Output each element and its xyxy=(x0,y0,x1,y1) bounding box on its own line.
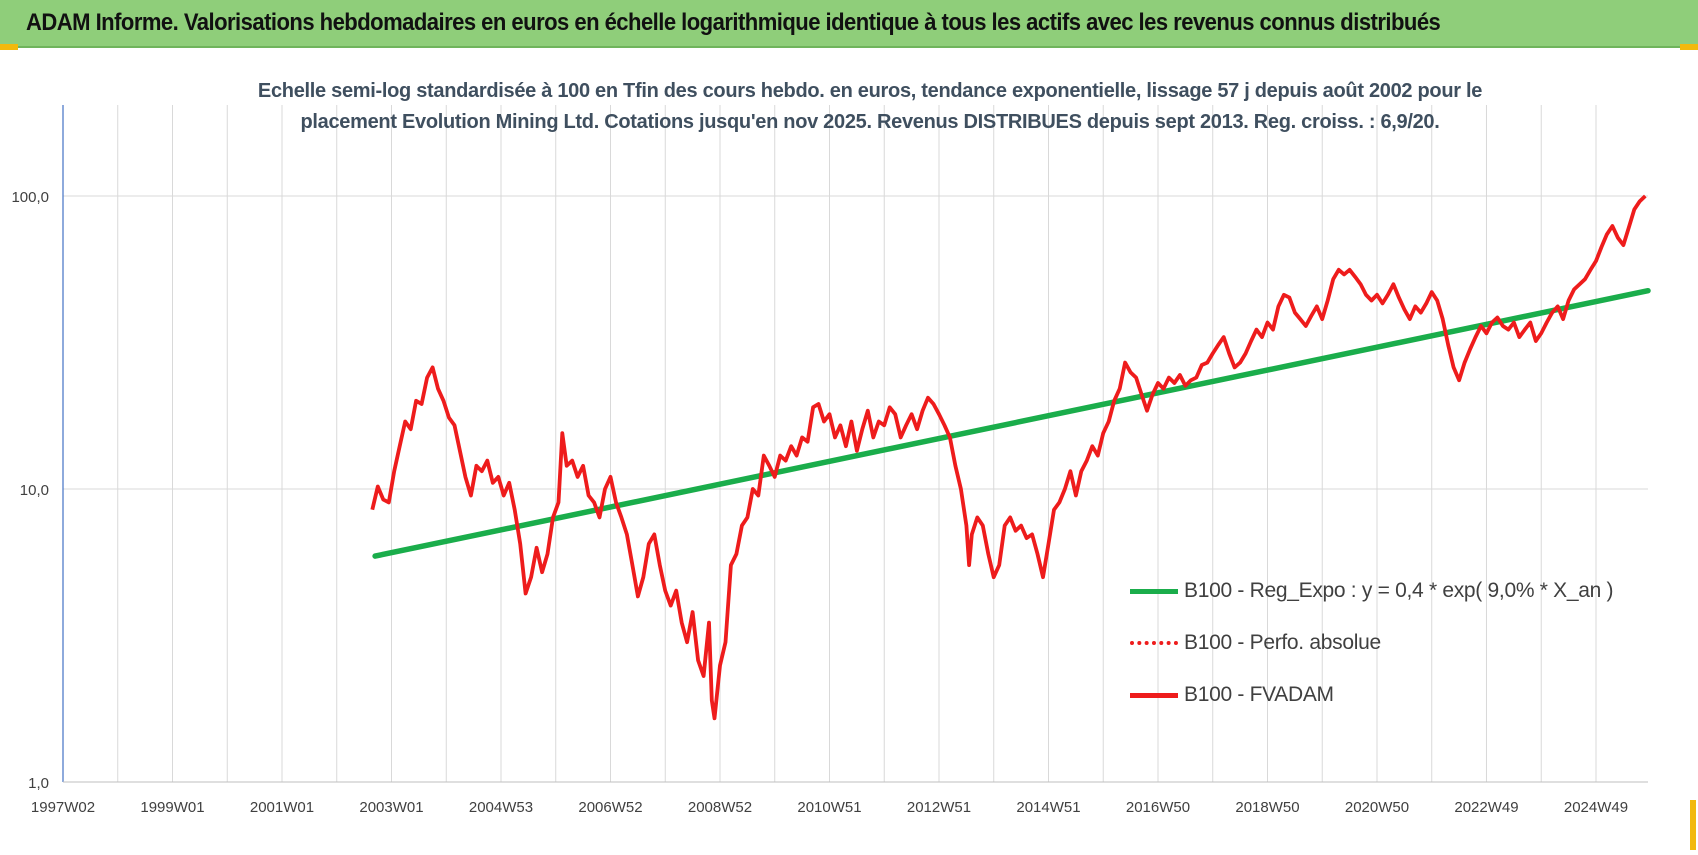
series-line-reg-expo xyxy=(372,287,1651,559)
x-tick-label: 2018W50 xyxy=(1235,799,1299,816)
x-tick-label: 1999W01 xyxy=(140,799,204,816)
x-tick-label: 2016W50 xyxy=(1126,799,1190,816)
chart-legend: B100 - Reg_Expo : y = 0,4 * exp( 9,0% * … xyxy=(1130,565,1614,721)
legend-item-fvadam: B100 - FVADAM xyxy=(1130,669,1613,721)
x-tick-label: 2003W01 xyxy=(359,799,423,816)
chart-tick-labels: 100,0 10,0 1,0 1997W02 1999W01 2001W01 2003W01… xyxy=(11,189,1628,816)
legend-item-trend: B100 - Reg_Expo : y = 0,4 * exp( 9,0% * … xyxy=(1130,565,1614,617)
chart-frame xyxy=(0,50,1698,855)
x-tick-label: 2008W52 xyxy=(688,799,752,816)
x-tick-label: 2012W51 xyxy=(907,799,971,816)
x-tick-label: 2006W52 xyxy=(578,799,642,816)
legend-label-perfo: B100 - Perfo. absolue xyxy=(1184,631,1381,654)
x-tick-label: 2014W51 xyxy=(1016,799,1080,816)
y-tick-label: 10,0 xyxy=(20,482,49,499)
legend-swatch-trend xyxy=(1130,588,1178,594)
y-tick-label: 1,0 xyxy=(28,775,49,792)
y-tick-label: 100,0 xyxy=(11,189,49,206)
header-banner: ADAM Informe. Valorisations hebdomadaire… xyxy=(0,0,1698,48)
chart-axes xyxy=(62,105,1648,783)
legend-swatch-fvadam xyxy=(1130,692,1178,698)
chart-title-line-1: Echelle semi-log standardisée à 100 en T… xyxy=(257,80,1483,102)
legend-item-perfo: B100 - Perfo. absolue xyxy=(1130,617,1613,669)
banner-title: ADAM Informe. Valorisations hebdomadaire… xyxy=(26,9,1441,36)
x-tick-label: 2020W50 xyxy=(1345,799,1409,816)
legend-label-trend: B100 - Reg_Expo : y = 0,4 * exp( 9,0% * … xyxy=(1184,579,1614,602)
legend-swatch-perfo xyxy=(1130,641,1178,645)
chart-series xyxy=(370,194,1651,721)
x-tick-label: 1997W02 xyxy=(31,799,95,816)
x-tick-label: 2010W51 xyxy=(797,799,861,816)
chart-title: Echelle semi-log standardisée à 100 en T… xyxy=(150,76,1590,138)
corner-marker-top-left xyxy=(0,44,18,50)
series-line-fvadam xyxy=(370,194,1647,721)
x-tick-label: 2001W01 xyxy=(250,799,314,816)
x-tick-label: 2024W49 xyxy=(1564,799,1628,816)
corner-marker-top-right xyxy=(1680,44,1698,50)
chart-title-line-2: placement Evolution Mining Ltd. Cotation… xyxy=(300,111,1440,133)
x-tick-label: 2004W53 xyxy=(469,799,533,816)
x-tick-label: 2022W49 xyxy=(1454,799,1518,816)
legend-label-fvadam: B100 - FVADAM xyxy=(1184,683,1334,706)
corner-marker-bottom-right xyxy=(1690,800,1696,850)
